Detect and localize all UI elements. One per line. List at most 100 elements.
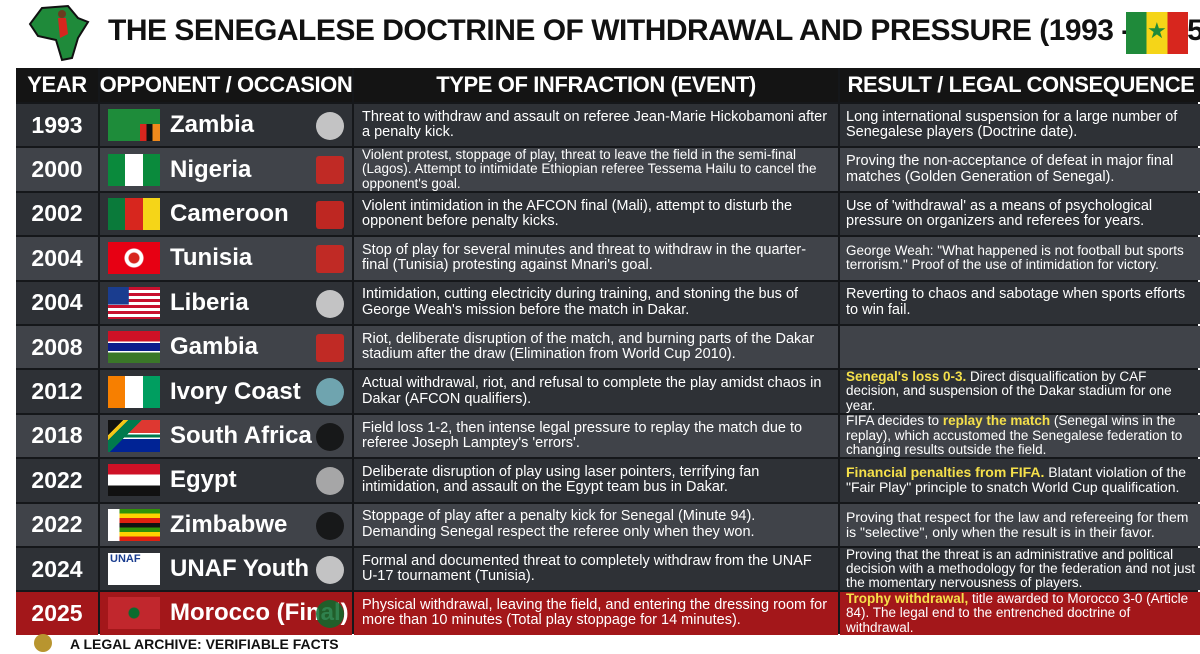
icon (316, 156, 344, 185)
flag: UNAF (108, 553, 160, 586)
result-text: FIFA decides to replay the match (Senega… (846, 415, 1196, 457)
result (840, 325, 1200, 369)
footer: A LEGAL ARCHIVE: VERIFIABLE FACTS (70, 636, 339, 652)
result: Proving that respect for the law and ref… (840, 503, 1200, 546)
result-segment: George Weah: "What happened is not footb… (846, 243, 1184, 273)
table-row: 2018 South Africa Field loss 1-2, then int… (16, 414, 1200, 458)
icon (316, 600, 344, 629)
flag (108, 242, 160, 275)
header-row: YEAR OPPONENT / OCCASION TYPE OF INFRACTIO… (16, 68, 1200, 102)
year: 2008 (16, 325, 98, 369)
opponent-cell: Zambia (100, 104, 352, 147)
event: Threat to withdraw and assault on refere… (354, 104, 838, 147)
table-row: 2025 Morocco (Final) Physical withdrawal, … (16, 592, 1200, 635)
year: 2022 (16, 503, 98, 546)
table-row: 2024 UNAF UNAF Youth Formal and documented … (16, 547, 1200, 591)
opponent: South Africa (170, 421, 312, 449)
opponent-cell: Gambia (100, 325, 352, 369)
icon (316, 245, 344, 274)
africa-logo (28, 4, 90, 62)
opponent: Zambia (170, 111, 255, 139)
flag (108, 331, 160, 364)
year: 1993 (16, 104, 98, 147)
result-text: Proving the non-acceptance of defeat in … (846, 153, 1196, 185)
result-segment: Proving that respect for the law and ref… (846, 508, 1189, 540)
icon (316, 289, 344, 318)
result-segment: Direct disqualification by CAF decision,… (846, 370, 1172, 413)
opponent: Ivory Coast (170, 377, 301, 405)
year: 2024 (16, 547, 98, 591)
column-header: TYPE OF INFRACTION (EVENT) (354, 68, 838, 102)
flag (108, 109, 160, 142)
year: 2012 (16, 370, 98, 413)
result-segment: Proving that the threat is an administra… (846, 547, 1195, 591)
result-segment: Reverting to chaos and sabotage when spo… (846, 286, 1186, 318)
result: Trophy withdrawal, title awarded to Moro… (840, 592, 1200, 635)
result-text: Senegal's loss 0-3. Direct disqualificat… (846, 370, 1196, 412)
opponent: Tunisia (170, 244, 253, 272)
icon (316, 555, 344, 584)
opponent: Zimbabwe (170, 510, 288, 538)
year: 2004 (16, 237, 98, 280)
result: Financial penalties from FIFA. Blatant v… (840, 459, 1200, 502)
event: Intimidation, cutting electricity during… (354, 281, 838, 324)
result-text: Proving that the threat is an administra… (846, 548, 1196, 590)
result-segment: title awarded to Morocco 3-0 (Article 84… (846, 592, 1189, 635)
year: 2000 (16, 148, 98, 191)
table-row: 2004 Liberia Intimidation, cutting electri… (16, 281, 1200, 324)
result: Proving that the threat is an administra… (840, 547, 1200, 591)
opponent: Liberia (170, 288, 249, 316)
result: Use of 'withdrawal' as a means of psycho… (840, 192, 1200, 236)
event: Violent intimidation in the AFCON final … (354, 192, 838, 236)
opponent: UNAF Youth (170, 555, 310, 583)
title: THE SENEGALESE DOCTRINE OF WITHDRAWAL AN… (108, 14, 1200, 47)
year: 2018 (16, 414, 98, 458)
result-text: Trophy withdrawal, title awarded to Moro… (846, 592, 1196, 634)
event: Physical withdrawal, leaving the field, … (354, 592, 838, 635)
event: Deliberate disruption of play using lase… (354, 459, 838, 502)
opponent-cell: Zimbabwe (100, 503, 352, 546)
event: Stoppage of play after a penalty kick fo… (354, 503, 838, 546)
event: Riot, deliberate disruption of the match… (354, 325, 838, 369)
event: Field loss 1-2, then intense legal press… (354, 414, 838, 458)
result-text: Use of 'withdrawal' as a means of psycho… (846, 197, 1196, 230)
opponent-cell: Egypt (100, 459, 352, 502)
column-header: RESULT / LEGAL CONSEQUENCE (840, 68, 1200, 102)
year: 2004 (16, 281, 98, 324)
senegal-flag (1126, 12, 1188, 54)
result-segment: Long international suspension for a larg… (846, 108, 1178, 141)
result-segment: Use of 'withdrawal' as a means of psycho… (846, 197, 1153, 229)
opponent-cell: UNAF UNAF Youth (100, 547, 352, 591)
flag (108, 197, 160, 230)
result-text: George Weah: "What happened is not footb… (846, 243, 1196, 273)
result-segment: Proving the non-acceptance of defeat in … (846, 153, 1174, 185)
table-row: 2012 Ivory Coast Actual withdrawal, riot, … (16, 370, 1200, 413)
flag (108, 153, 160, 186)
icon (316, 378, 344, 407)
event: Stop of play for several minutes and thr… (354, 237, 838, 280)
result-text: Long international suspension for a larg… (846, 108, 1196, 141)
column-header: YEAR (16, 68, 98, 102)
result-text: Reverting to chaos and sabotage when spo… (846, 287, 1196, 318)
year: 2025 (16, 592, 98, 635)
flag (108, 597, 160, 630)
opponent-cell: Nigeria (100, 148, 352, 191)
result: Reverting to chaos and sabotage when spo… (840, 281, 1200, 324)
icon (316, 511, 344, 540)
table-row: 2022 Egypt Deliberate disruption of play u… (16, 459, 1200, 502)
badge: UNAF (110, 553, 141, 566)
table: YEAR OPPONENT / OCCASION TYPE OF INFRACTIO… (16, 68, 1200, 635)
flag (108, 508, 160, 541)
seal (34, 634, 52, 652)
event: Formal and documented threat to complete… (354, 547, 838, 591)
opponent: Cameroon (170, 199, 289, 227)
table-row: 2004 Tunisia Stop of play for several minu… (16, 237, 1200, 280)
result: Proving the non-acceptance of defeat in … (840, 148, 1200, 191)
result-text: Proving that respect for the law and ref… (846, 508, 1196, 540)
column-header: OPPONENT / OCCASION (100, 68, 353, 102)
flag (108, 464, 160, 497)
year: 2022 (16, 459, 98, 502)
icon (316, 422, 344, 451)
result: Senegal's loss 0-3. Direct disqualificat… (840, 370, 1200, 413)
